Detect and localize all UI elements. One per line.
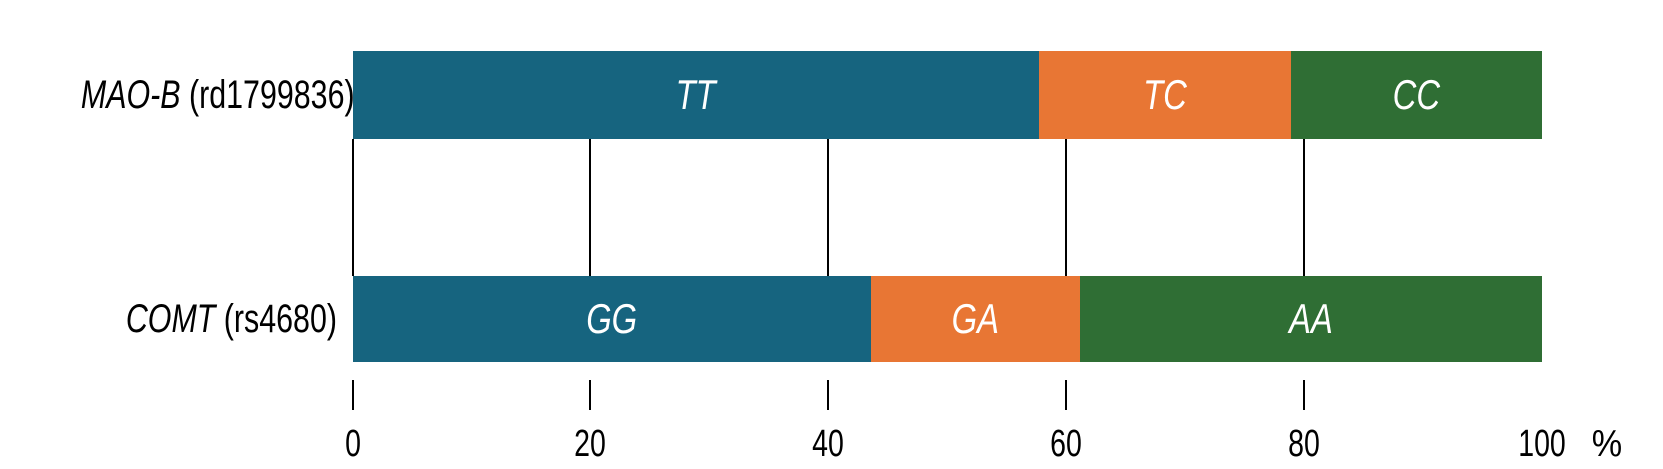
x-axis-tick-20	[589, 380, 592, 410]
bar-segment-tt: TT	[352, 51, 1039, 139]
x-axis-unit-label: %	[1591, 423, 1623, 465]
row-label-comt: COMT (rs4680)	[81, 295, 337, 343]
stacked-bar-mao-b: TT TC CC	[352, 51, 1543, 139]
gene-variant-id: (rd1799836)	[180, 73, 355, 117]
genotype-label: TC	[1143, 71, 1187, 118]
x-axis-tick-label: 100	[1518, 423, 1566, 465]
bar-segment-cc: CC	[1291, 51, 1542, 139]
x-axis-tick-80	[1303, 380, 1306, 410]
bar-segment-aa: AA	[1080, 276, 1542, 362]
gene-name: MAO-B	[80, 73, 181, 117]
genotype-label: GG	[586, 295, 638, 342]
x-axis-tick-60	[1065, 380, 1068, 410]
x-axis-tick-label: 20	[574, 423, 607, 465]
x-axis-tick-0	[351, 380, 354, 410]
stacked-bar-comt: GG GA AA	[352, 276, 1543, 362]
bar-segment-gg: GG	[352, 276, 872, 362]
x-axis-tick-label: 60	[1050, 423, 1083, 465]
gridline-40	[827, 139, 830, 276]
genotype-label: AA	[1289, 295, 1334, 342]
row-label-mao-b: MAO-B (rd1799836)	[80, 71, 355, 119]
gridline-0	[351, 139, 354, 276]
x-axis-tick-label: 0	[344, 423, 361, 465]
gene-name: COMT	[125, 297, 216, 341]
genotype-label: GA	[952, 295, 1000, 342]
gridline-60	[1065, 139, 1068, 276]
gridline-80	[1303, 139, 1306, 276]
genotype-label: CC	[1392, 71, 1441, 118]
x-axis-tick-label: 80	[1288, 423, 1320, 465]
bar-segment-tc: TC	[1038, 51, 1291, 139]
gene-variant-id: (rs4680)	[215, 297, 337, 341]
bar-segment-ga: GA	[871, 276, 1081, 362]
x-axis-tick-label: 40	[812, 423, 845, 465]
gridline-20	[589, 139, 592, 276]
genotype-label: TT	[675, 71, 716, 118]
x-axis-tick-40	[827, 380, 830, 410]
